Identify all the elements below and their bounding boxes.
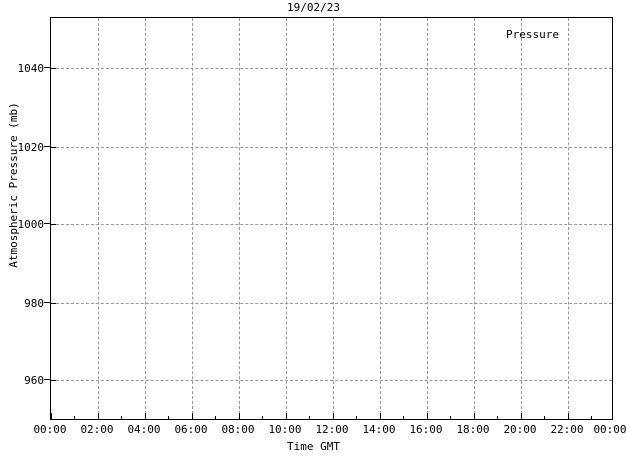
gridline-vertical: [98, 18, 99, 419]
x-tick-label: 00:00: [33, 423, 67, 436]
x-tick-label: 22:00: [550, 423, 584, 436]
y-tick-label: 1020: [17, 141, 45, 154]
x-tick-label: 18:00: [456, 423, 490, 436]
x-tick-mark: [333, 413, 334, 419]
y-axis-tick-labels: 1040 1020 1000 980 960: [0, 17, 45, 420]
x-minor-tick-mark: [262, 416, 263, 419]
x-tick-mark: [98, 413, 99, 419]
x-minor-tick-mark: [309, 416, 310, 419]
x-tick-label: 02:00: [80, 423, 114, 436]
x-tick-mark: [145, 413, 146, 419]
series-pressure-line: [51, 18, 612, 419]
x-tick-label: 10:00: [268, 423, 302, 436]
x-tick-label: 12:00: [315, 423, 349, 436]
gridline-vertical: [286, 18, 287, 419]
gridline-vertical: [239, 18, 240, 419]
plot-frame: Pressure: [50, 17, 613, 420]
y-tick-mark-outer: [44, 223, 50, 224]
y-tick-label: 1000: [17, 218, 45, 231]
x-tick-label: 16:00: [409, 423, 443, 436]
legend-label-pressure: Pressure: [506, 28, 559, 41]
y-tick-mark-outer: [44, 67, 50, 68]
gridline-vertical: [145, 18, 146, 419]
gridline-horizontal: [51, 147, 612, 148]
x-minor-tick-mark: [74, 416, 75, 419]
y-tick-mark-outer: [44, 146, 50, 147]
x-tick-mark: [239, 413, 240, 419]
gridline-horizontal: [51, 68, 612, 69]
x-minor-tick-mark: [497, 416, 498, 419]
y-axis-outer-ticks: [44, 17, 50, 420]
x-tick-label: 20:00: [503, 423, 537, 436]
x-tick-label: 00:00: [593, 423, 627, 436]
y-tick-mark: [51, 68, 56, 69]
y-tick-label: 980: [24, 297, 44, 310]
y-tick-mark-outer: [44, 302, 50, 303]
x-tick-mark: [521, 413, 522, 419]
y-tick-mark: [51, 303, 56, 304]
x-axis-title: Time GMT: [287, 440, 340, 453]
x-tick-mark: [474, 413, 475, 419]
y-tick-mark: [51, 224, 56, 225]
x-tick-mark: [286, 413, 287, 419]
x-axis-tick-labels: 00:00 02:00 04:00 06:00 08:00 10:00 12:0…: [0, 424, 627, 438]
x-minor-tick-mark: [450, 416, 451, 419]
x-minor-tick-mark: [591, 416, 592, 419]
x-minor-tick-mark: [215, 416, 216, 419]
y-tick-mark-outer: [44, 379, 50, 380]
chart-title: 19/02/23: [287, 1, 340, 14]
x-minor-tick-mark: [356, 416, 357, 419]
x-minor-tick-mark: [121, 416, 122, 419]
y-tick-label: 960: [24, 374, 44, 387]
y-tick-mark: [51, 380, 56, 381]
x-tick-mark: [51, 413, 52, 419]
x-tick-mark: [380, 413, 381, 419]
plot-area: Pressure: [51, 18, 612, 419]
x-minor-tick-mark: [168, 416, 169, 419]
x-minor-tick-mark: [403, 416, 404, 419]
x-tick-mark: [192, 413, 193, 419]
gridline-horizontal: [51, 224, 612, 225]
gridline-vertical: [427, 18, 428, 419]
gridline-vertical: [380, 18, 381, 419]
gridline-vertical: [192, 18, 193, 419]
gridline-vertical: [521, 18, 522, 419]
y-axis-title: Atmospheric Pressure (mb): [7, 102, 20, 268]
gridline-vertical: [333, 18, 334, 419]
gridline-vertical: [568, 18, 569, 419]
y-tick-mark: [51, 147, 56, 148]
gridline-horizontal: [51, 380, 612, 381]
x-tick-label: 14:00: [362, 423, 396, 436]
x-tick-label: 08:00: [221, 423, 255, 436]
y-tick-label: 1040: [17, 62, 45, 75]
x-tick-label: 04:00: [127, 423, 161, 436]
x-tick-mark: [568, 413, 569, 419]
gridline-horizontal: [51, 303, 612, 304]
x-tick-label: 06:00: [174, 423, 208, 436]
x-minor-tick-mark: [544, 416, 545, 419]
x-tick-mark: [427, 413, 428, 419]
chart-legend: Pressure: [506, 29, 605, 41]
gridline-vertical: [474, 18, 475, 419]
